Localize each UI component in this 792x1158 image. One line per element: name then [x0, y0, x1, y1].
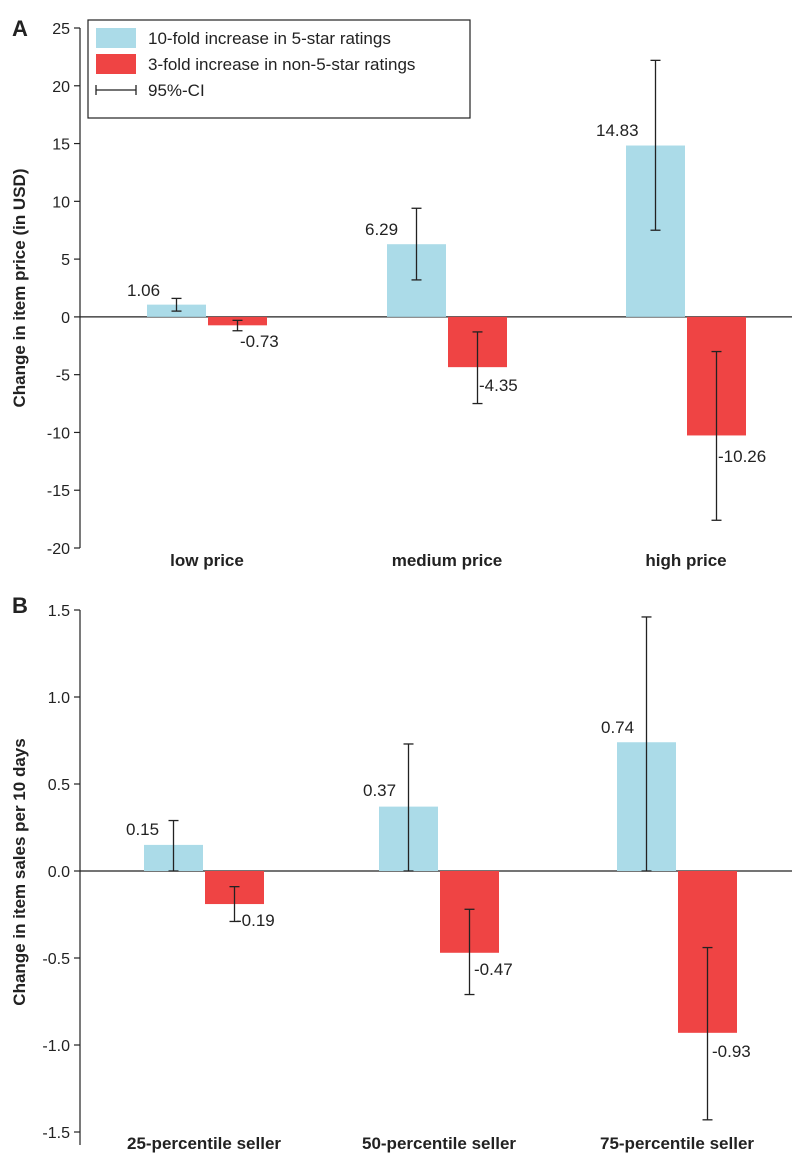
panel-A-category-label-2: medium price [392, 551, 503, 570]
panel-A-y-tick-label: 5 [61, 252, 70, 269]
panel-B-y-tick-label: -1.0 [42, 1038, 70, 1055]
legend-label-2: 3-fold increase in non-5-star ratings [148, 55, 415, 74]
legend-box [87, 19, 471, 119]
panel-A-category-label-3: high price [645, 551, 726, 570]
panel-A-data-label-s1-c3: 14.83 [596, 121, 639, 140]
panel-B-category-label-2: 50-percentile seller [362, 1134, 516, 1153]
panel-B-data-label-s1-c2: 0.37 [363, 781, 396, 800]
panel-A-data-label-s1-c2: 6.29 [365, 220, 398, 239]
legend-label-1: 10-fold increase in 5-star ratings [148, 29, 391, 48]
panel-B-y-tick-label: -1.5 [42, 1125, 70, 1142]
panel-A-y-tick-label: 10 [52, 194, 70, 211]
panel-A-data-label-s2-c2: -4.35 [479, 376, 518, 395]
panel-B-category-label-1: 25-percentile seller [127, 1134, 281, 1153]
legend-swatch-2 [96, 54, 136, 74]
panel-B-data-label-s1-c1: 0.15 [126, 820, 159, 839]
panel-B-y-axis-title: Change in item sales per 10 days [10, 738, 29, 1005]
panel-A-y-tick-label: 15 [52, 137, 70, 154]
panel-B-y-tick-label: 1.5 [48, 603, 70, 620]
panel-B-y-tick-label: -0.5 [42, 951, 70, 968]
panel-B-data-label-s2-c3: -0.93 [712, 1042, 751, 1061]
panel-A-y-tick-label: 20 [52, 79, 70, 96]
panel-A-y-tick-label: 25 [52, 21, 70, 38]
panel-A-y-tick-label: -20 [47, 541, 70, 558]
panel-A-data-label-s1-c1: 1.06 [127, 281, 160, 300]
panel-B-y-tick-label: 0.0 [48, 864, 70, 881]
panel-A-category-label-1: low price [170, 551, 244, 570]
panel-A-y-tick-label: -10 [47, 425, 70, 442]
panel-A-y-axis-title: Change in item price (in USD) [10, 169, 29, 408]
panel-B-data-label-s2-c2: -0.47 [474, 960, 513, 979]
panel-B-category-label-3: 75-percentile seller [600, 1134, 754, 1153]
panel-A-data-label-s2-c1: -0.73 [240, 332, 279, 351]
panel-B-y-tick-label: 1.0 [48, 690, 70, 707]
panel-B-data-label-s2-c1: -0.19 [236, 911, 275, 930]
panel-A-y-tick-label: 0 [61, 310, 70, 327]
legend-label-ci: 95%-CI [148, 81, 205, 100]
panel-B-letter: B [12, 593, 28, 618]
panel-A-y-tick-label: -15 [47, 483, 70, 500]
panel-B-y-tick-label: 0.5 [48, 777, 70, 794]
legend-swatch-1 [96, 28, 136, 48]
panel-A-y-tick-label: -5 [56, 368, 70, 385]
panel-A-letter: A [12, 16, 28, 41]
panel-B-data-label-s1-c3: 0.74 [601, 718, 634, 737]
panel-A-data-label-s2-c3: -10.26 [718, 447, 766, 466]
